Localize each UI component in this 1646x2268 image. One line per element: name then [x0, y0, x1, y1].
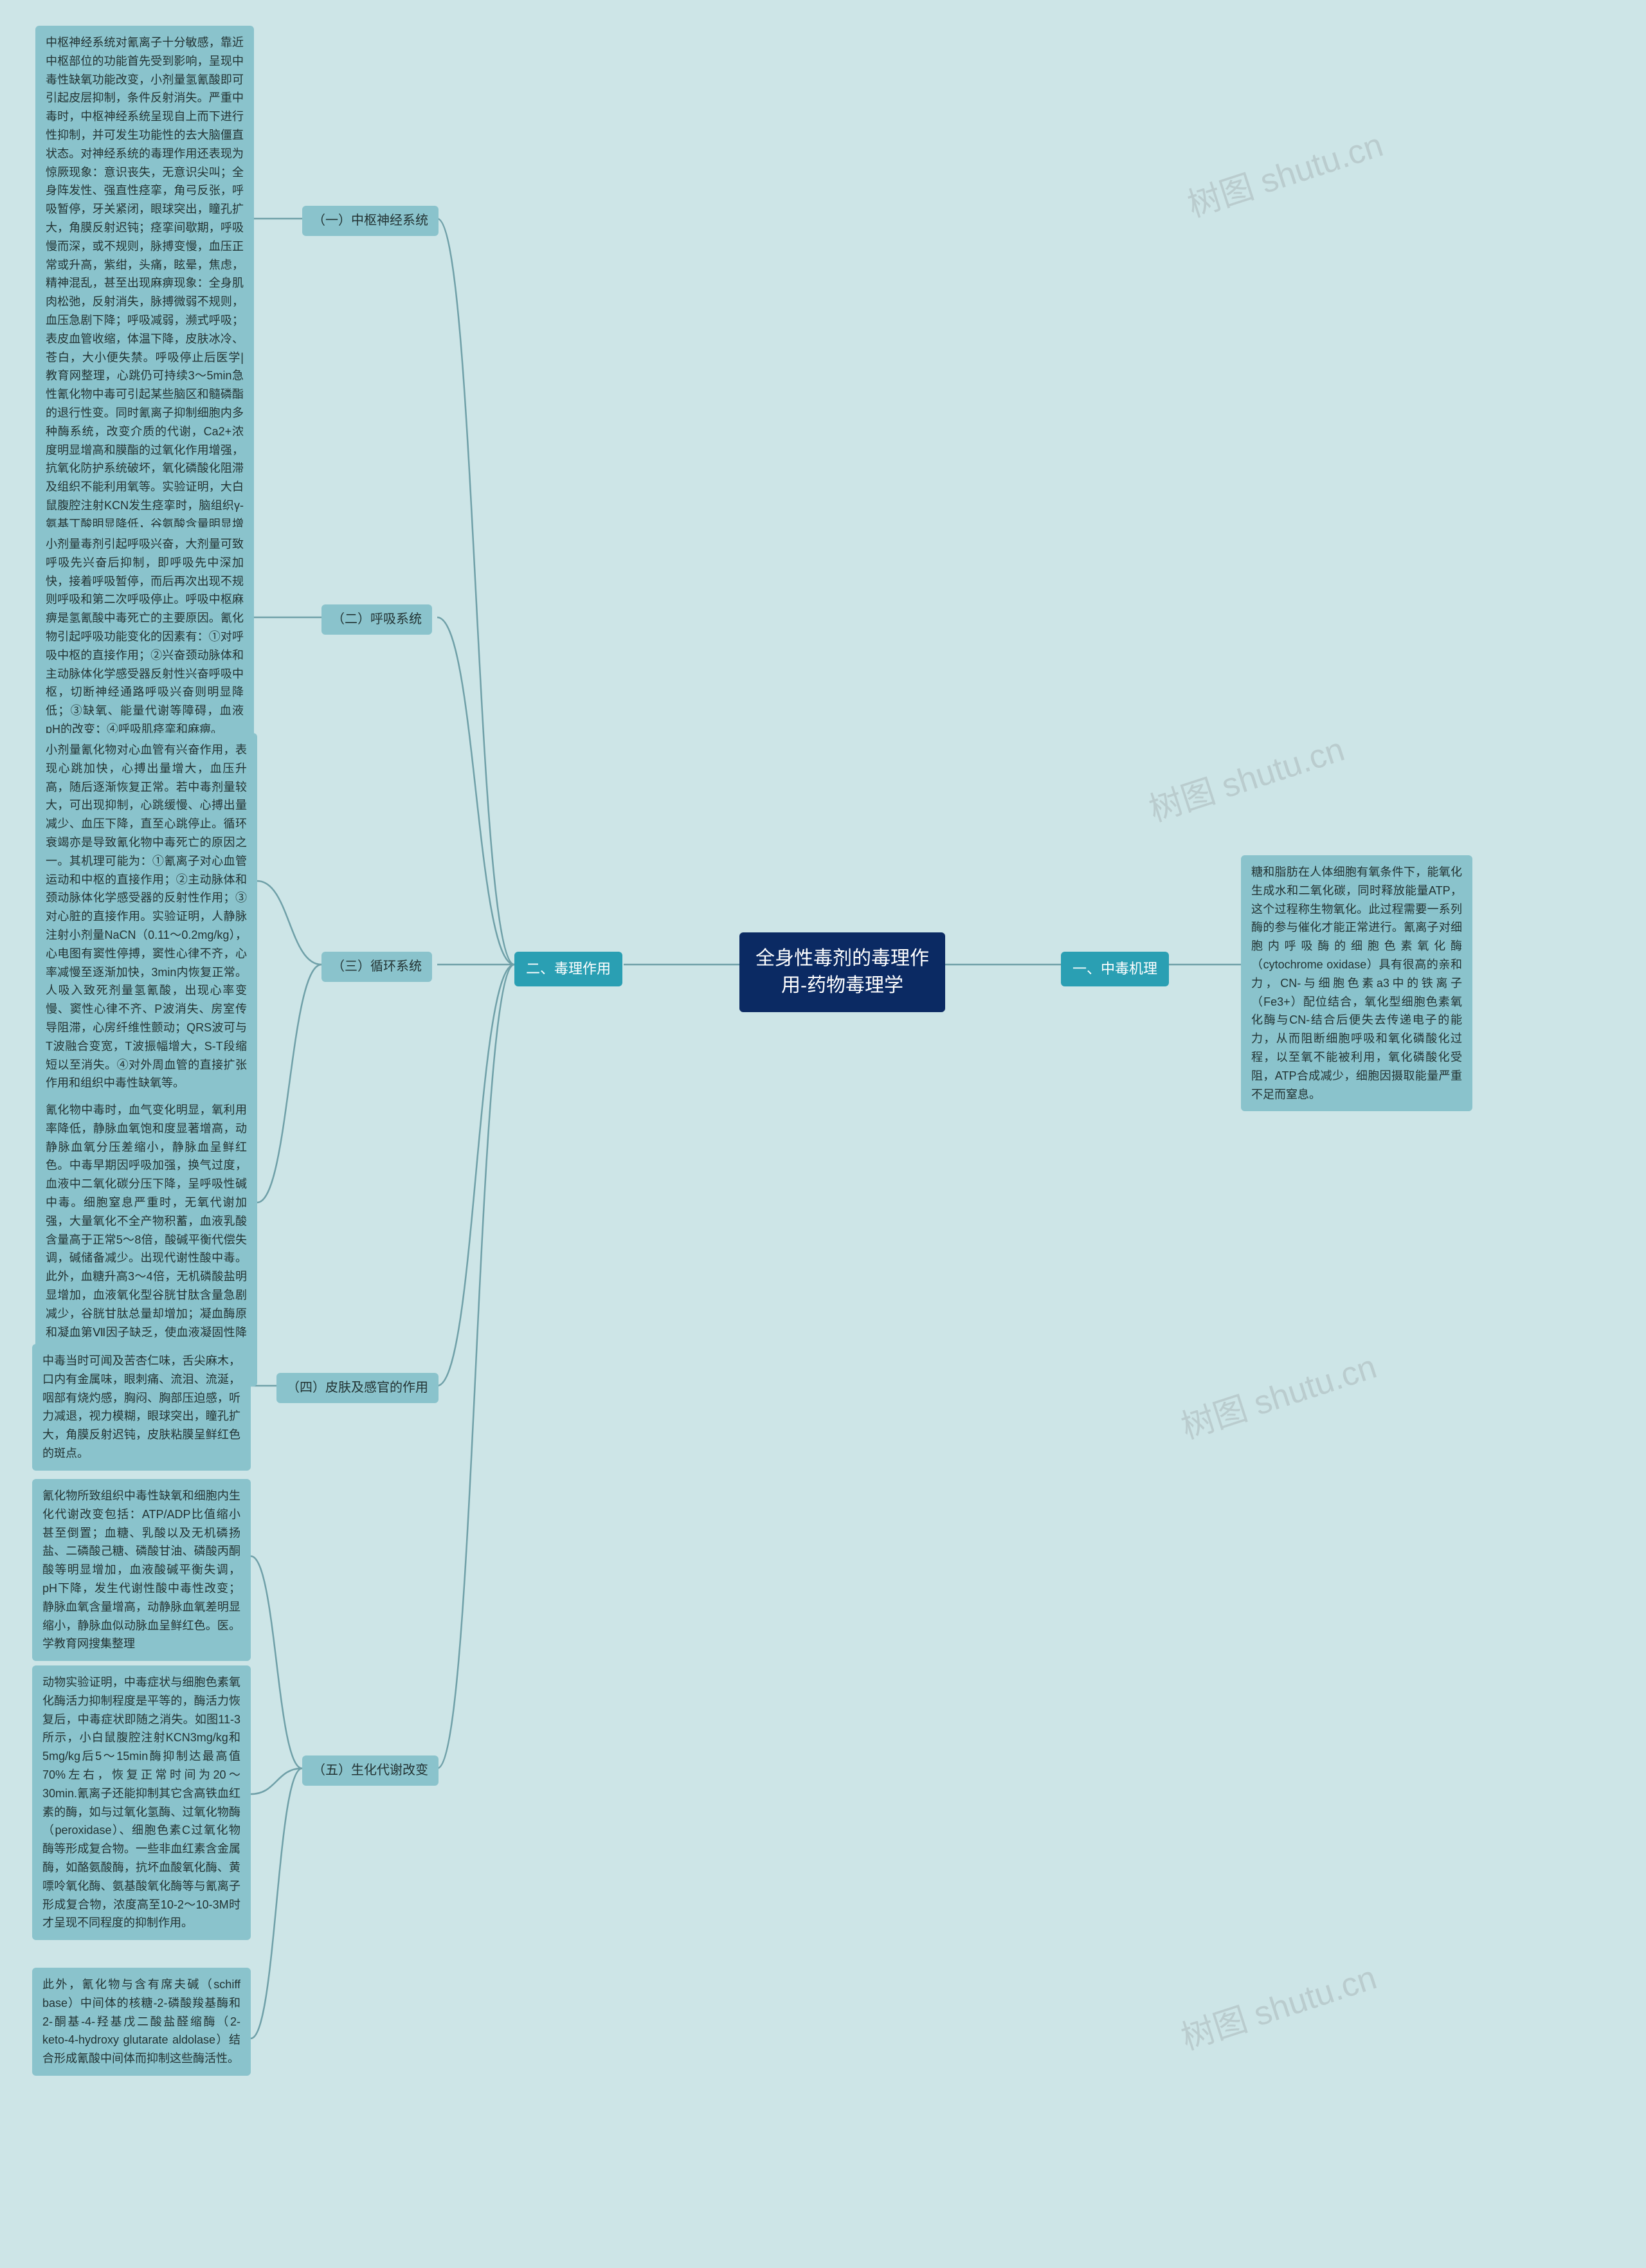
leaf-right-1: 糖和脂肪在人体细胞有氧条件下，能氧化生成水和二氧化碳，同时释放能量ATP，这个过…: [1241, 855, 1472, 1111]
leaf-circulatory-2: 氰化物中毒时，血气变化明显，氧利用率降低，静脉血氧饱和度显著增高，动静脉血氧分压…: [35, 1093, 257, 1386]
leaf-circulatory-1: 小剂量氰化物对心血管有兴奋作用，表现心跳加快，心搏出量增大，血压升高，随后逐渐恢…: [35, 733, 257, 1100]
leaf-biochem-1: 氰化物所致组织中毒性缺氧和细胞内生化代谢改变包括：ATP/ADP比值缩小甚至倒置…: [32, 1479, 251, 1661]
leaf-skin-1: 中毒当时可闻及苦杏仁味，舌尖麻木，口内有金属味，眼刺痛、流泪、流涎，咽部有烧灼感…: [32, 1344, 251, 1471]
branch-left: 二、毒理作用: [514, 952, 622, 986]
watermark-1: 树图 shutu.cn: [1180, 118, 1388, 226]
sub-skin-senses: （四）皮肤及感官的作用: [276, 1373, 439, 1403]
watermark-2: 树图 shutu.cn: [1142, 722, 1350, 831]
root-node: 全身性毒剂的毒理作用-药物毒理学: [739, 932, 945, 1012]
sub-biochemical: （五）生化代谢改变: [302, 1755, 439, 1786]
sub-cns: （一）中枢神经系统: [302, 206, 439, 236]
branch-right: 一、中毒机理: [1061, 952, 1169, 986]
sub-respiratory: （二）呼吸系统: [321, 604, 432, 635]
leaf-biochem-2: 动物实验证明，中毒症状与细胞色素氧化酶活力抑制程度是平等的，酶活力恢复后，中毒症…: [32, 1665, 251, 1940]
sub-circulatory: （三）循环系统: [321, 952, 432, 982]
leaf-biochem-3: 此外，氰化物与含有席夫碱（schiff base）中间体的核糖-2-磷酸羧基酶和…: [32, 1968, 251, 2076]
leaf-respiratory-1: 小剂量毒剂引起呼吸兴奋，大剂量可致呼吸先兴奋后抑制，即呼吸先中深加快，接着呼吸暂…: [35, 527, 254, 747]
leaf-cns-1: 中枢神经系统对氰离子十分敏感，靠近中枢部位的功能首先受到影响，呈现中毒性缺氧功能…: [35, 26, 254, 578]
watermark-3: 树图 shutu.cn: [1174, 1339, 1382, 1448]
watermark-4: 树图 shutu.cn: [1174, 1950, 1382, 2059]
